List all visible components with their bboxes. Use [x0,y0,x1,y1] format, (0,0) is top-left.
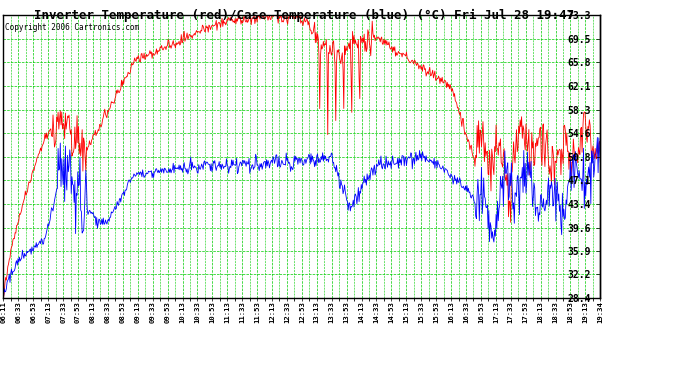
Text: Copyright 2006 Cartronics.com: Copyright 2006 Cartronics.com [5,24,139,33]
Text: Inverter Temperature (red)/Case Temperature (blue) (°C) Fri Jul 28 19:47: Inverter Temperature (red)/Case Temperat… [34,9,573,22]
